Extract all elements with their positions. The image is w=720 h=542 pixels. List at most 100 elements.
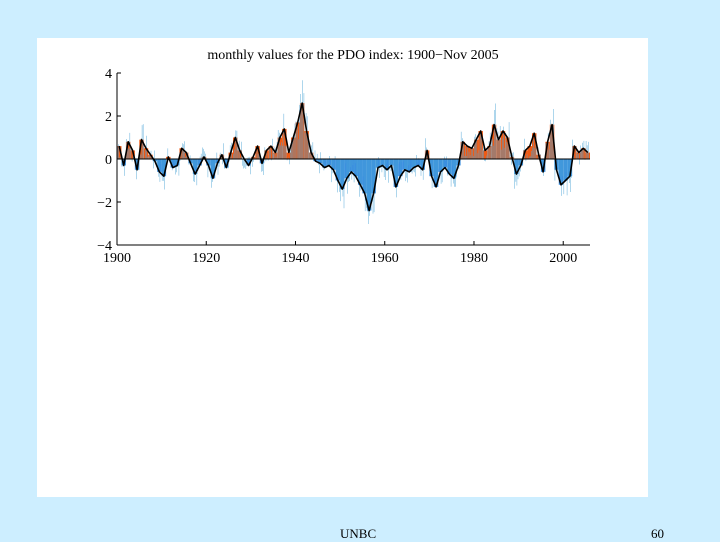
positive-bar-1997 bbox=[549, 124, 555, 159]
negative-bar-1957 bbox=[371, 159, 376, 194]
negative-bar-1971 bbox=[433, 159, 439, 187]
positive-bar-1939 bbox=[291, 137, 296, 159]
positive-bar-2005 bbox=[585, 152, 590, 159]
negative-bar-1999 bbox=[558, 159, 564, 185]
negative-bar-1950 bbox=[340, 159, 345, 190]
positive-bar-1935 bbox=[273, 152, 278, 159]
positive-bar-1933 bbox=[264, 150, 269, 159]
negative-bar-1918 bbox=[197, 159, 202, 166]
positive-bar-1936 bbox=[277, 137, 283, 159]
positive-bar-1915 bbox=[183, 152, 189, 159]
negative-bar-1945 bbox=[317, 159, 323, 164]
positive-bar-1992 bbox=[527, 146, 532, 159]
chart-panel: monthly values for the PDO index: 1900−N… bbox=[37, 38, 648, 497]
footer-label: UNBC bbox=[340, 526, 377, 541]
negative-bar-1909 bbox=[157, 159, 162, 172]
negative-bar-1947 bbox=[326, 159, 332, 166]
positive-bar-1900 bbox=[117, 146, 122, 159]
negative-bar-1956 bbox=[366, 159, 372, 211]
negative-bar-1989 bbox=[514, 159, 519, 175]
positive-bar-1902 bbox=[125, 141, 131, 159]
negative-bar-1912 bbox=[170, 159, 176, 168]
positive-bar-1940 bbox=[295, 122, 300, 159]
positive-bar-1931 bbox=[255, 146, 260, 159]
negative-bar-1904 bbox=[134, 159, 140, 170]
negative-bar-1910 bbox=[161, 159, 167, 177]
positive-bar-1943 bbox=[308, 152, 314, 159]
negative-bar-1963 bbox=[398, 159, 403, 177]
negative-bar-1921 bbox=[210, 159, 216, 179]
negative-bar-1960 bbox=[384, 159, 390, 170]
positive-bar-1986 bbox=[500, 131, 506, 159]
positive-bar-1927 bbox=[237, 150, 242, 159]
negative-bar-1959 bbox=[380, 159, 385, 166]
positive-bar-1925 bbox=[228, 152, 234, 159]
negative-bar-1970 bbox=[429, 159, 434, 177]
x-tick-label: 1980 bbox=[460, 251, 488, 266]
negative-bar-1952 bbox=[349, 159, 354, 172]
negative-bar-1975 bbox=[451, 159, 457, 179]
positive-bar-1941 bbox=[299, 103, 305, 159]
negative-bar-1920 bbox=[206, 159, 211, 166]
negative-bar-1955 bbox=[362, 159, 367, 194]
positive-bar-1905 bbox=[139, 139, 144, 159]
positive-bar-2002 bbox=[572, 146, 577, 159]
negative-bar-1990 bbox=[518, 159, 524, 166]
positive-bar-1984 bbox=[491, 124, 497, 159]
negative-bar-1973 bbox=[442, 159, 448, 168]
negative-bar-1946 bbox=[322, 159, 327, 168]
negative-bar-1964 bbox=[402, 159, 408, 170]
positive-bar-1938 bbox=[286, 152, 292, 159]
positive-bar-1993 bbox=[531, 133, 537, 159]
negative-bar-1954 bbox=[357, 159, 363, 185]
positive-bar-1979 bbox=[469, 148, 474, 159]
positive-bar-1926 bbox=[233, 137, 238, 159]
negative-area bbox=[121, 159, 573, 211]
chart-title: monthly values for the PDO index: 1900−N… bbox=[207, 48, 498, 63]
page-number: 60 bbox=[651, 526, 664, 541]
negative-bar-1967 bbox=[415, 159, 421, 166]
negative-bar-1951 bbox=[344, 159, 350, 179]
positive-bar-1914 bbox=[179, 148, 184, 159]
positive-bar-1985 bbox=[496, 139, 501, 159]
axes bbox=[116, 72, 590, 246]
positive-bar-1982 bbox=[482, 150, 488, 159]
y-tick-label: −4 bbox=[97, 239, 112, 254]
negative-bar-1953 bbox=[353, 159, 358, 177]
positive-bar-1942 bbox=[304, 131, 309, 159]
y-tick-label: −2 bbox=[97, 196, 112, 211]
x-tick-label: 1900 bbox=[103, 251, 131, 266]
positive-bar-1996 bbox=[545, 141, 550, 159]
x-tick-label: 1940 bbox=[281, 251, 309, 266]
positive-area bbox=[117, 103, 590, 159]
negative-bar-1948 bbox=[331, 159, 336, 170]
positive-bar-2004 bbox=[581, 148, 586, 159]
monthly-series-line bbox=[117, 80, 590, 224]
positive-bar-1906 bbox=[143, 148, 149, 159]
positive-bar-1934 bbox=[268, 146, 274, 159]
negative-bar-2001 bbox=[567, 159, 573, 177]
negative-bar-1966 bbox=[411, 159, 416, 168]
negative-bar-1922 bbox=[215, 159, 220, 164]
negative-bar-1929 bbox=[246, 159, 251, 166]
negative-bar-1961 bbox=[389, 159, 394, 166]
positive-bar-1907 bbox=[148, 154, 153, 159]
negative-bar-1949 bbox=[335, 159, 341, 181]
x-tick-label: 1920 bbox=[192, 251, 220, 266]
x-tick-label: 1960 bbox=[371, 251, 399, 266]
negative-bar-1968 bbox=[420, 159, 425, 170]
negative-bar-1917 bbox=[192, 159, 198, 175]
positive-bar-1991 bbox=[523, 150, 528, 159]
negative-bar-1962 bbox=[393, 159, 399, 187]
negative-bar-1995 bbox=[540, 159, 546, 172]
negative-bar-1972 bbox=[438, 159, 443, 172]
negative-bar-1965 bbox=[407, 159, 412, 172]
positive-bar-1937 bbox=[282, 128, 287, 159]
x-tick-label: 2000 bbox=[549, 251, 577, 266]
positive-bar-1987 bbox=[505, 137, 510, 159]
negative-bar-1974 bbox=[447, 159, 452, 175]
positive-bar-1980 bbox=[473, 139, 479, 159]
negative-bar-2000 bbox=[563, 159, 568, 181]
positive-bar-1978 bbox=[465, 146, 470, 159]
